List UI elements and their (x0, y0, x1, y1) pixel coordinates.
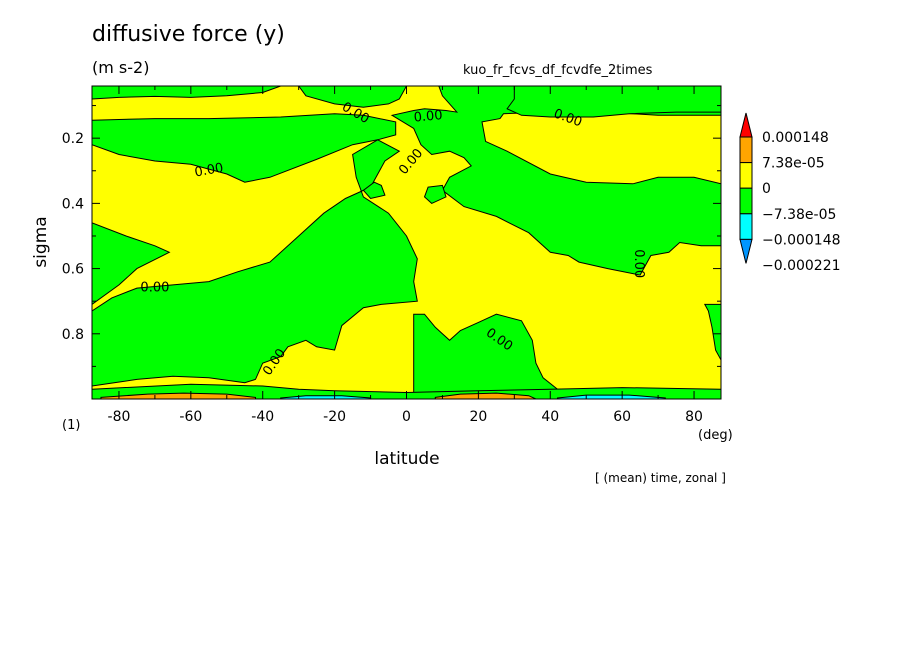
run-id-label: kuo_fr_fcvs_df_fcvdfe_2times (463, 63, 653, 78)
positive-region-13 (434, 392, 537, 399)
colorbar-segment-orange (739, 136, 753, 164)
colorbar-level-3: −7.38e-05 (762, 207, 836, 223)
x-tick-label-5: 20 (469, 409, 487, 425)
x-tick-label-7: 60 (613, 409, 631, 425)
negative-region-4 (506, 86, 721, 118)
contour-label-1: 0.00 (413, 108, 443, 125)
negative-region-5 (92, 139, 418, 387)
colorbar-level-0: 0.000148 (762, 130, 829, 146)
colorbar-level-1: 7.38e-05 (762, 156, 825, 172)
x-tick-label-1: -60 (179, 409, 202, 425)
colorbar-level-2: 0 (762, 181, 771, 197)
contour-label-3: 0.00 (194, 161, 225, 181)
negative-region-0 (92, 86, 281, 100)
positive-region-12 (100, 392, 256, 399)
negative-region-2 (298, 86, 408, 108)
colorbar-segment-yellow (739, 162, 753, 189)
colorbar-level-5: −0.000221 (762, 258, 841, 274)
negative-region-11 (92, 383, 721, 399)
contour-label-6: 0.00 (140, 281, 169, 296)
x-tick-label-8: 80 (685, 409, 703, 425)
chart-units: (m s-2) (92, 58, 150, 77)
y-tick-label-3: 0.8 (62, 327, 84, 343)
negative-region-9 (362, 181, 386, 200)
y-tick-label-2: 0.6 (62, 262, 84, 278)
colorbar-segment-cyan (739, 213, 753, 240)
y-tick-label-0: 0.2 (62, 131, 84, 147)
y-tick-label-1: 0.4 (62, 196, 84, 212)
contour-label-5: 0.00 (631, 249, 646, 278)
chart-title: diffusive force (y) (92, 22, 285, 47)
negative-region-6 (92, 222, 171, 306)
y-axis-unit: (1) (62, 418, 80, 433)
colorbar-level-4: −0.000148 (762, 232, 841, 248)
negative-region-10 (423, 184, 447, 204)
x-tick-label-4: 0 (402, 409, 411, 425)
y-axis-label: sigma (31, 216, 51, 267)
averaging-note: [ (mean) time, zonal ] (595, 471, 726, 485)
x-axis-label: latitude (374, 449, 439, 469)
colorbar-segment-green (739, 187, 753, 215)
x-tick-label-3: -20 (323, 409, 346, 425)
x-tick-label-2: -40 (251, 409, 274, 425)
x-tick-label-6: 40 (541, 409, 559, 425)
negative-region-3 (390, 86, 721, 276)
colorbar-top-arrow (739, 112, 753, 138)
x-axis-unit: (deg) (698, 428, 733, 443)
x-tick-label-0: -80 (108, 409, 131, 425)
negative-region-8 (703, 303, 721, 361)
colorbar-bottom-arrow (739, 238, 753, 264)
